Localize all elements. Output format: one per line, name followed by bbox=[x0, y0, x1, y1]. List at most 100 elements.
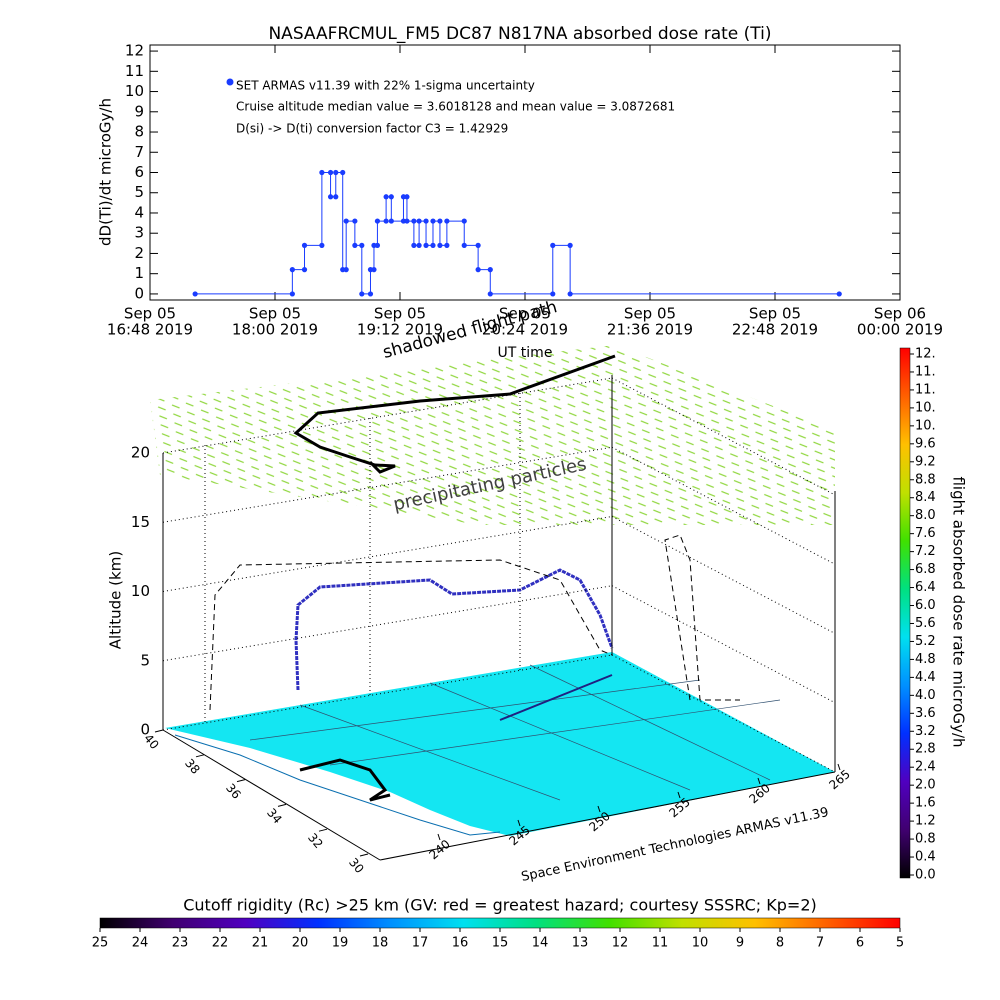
chart-title: NASAAFRCMUL_FM5 DC87 N817NA absorbed dos… bbox=[268, 24, 771, 44]
colorbar-tick-label: 1.2 bbox=[915, 814, 936, 829]
lat-tick-label: 32 bbox=[305, 831, 326, 852]
cutoff-tick-label: 19 bbox=[332, 936, 349, 951]
lat-tick bbox=[236, 779, 246, 783]
data-point bbox=[359, 291, 365, 297]
data-point bbox=[333, 194, 339, 200]
z-tick-label: 10 bbox=[131, 582, 150, 600]
cutoff-tick-label: 15 bbox=[492, 936, 509, 951]
z-tick-label: 0 bbox=[140, 721, 150, 739]
colorbar-tick-label: 7.6 bbox=[915, 526, 936, 541]
data-point bbox=[411, 218, 417, 224]
cutoff-tick-label: 5 bbox=[896, 936, 904, 951]
data-point bbox=[461, 242, 467, 248]
colorbar-tick-label: 10. bbox=[915, 400, 936, 415]
cutoff-tick-label: 12 bbox=[612, 936, 629, 951]
colorbar-tick-label: 6.4 bbox=[915, 580, 936, 595]
y-tick-label: 11 bbox=[125, 62, 144, 80]
cutoff-tick-label: 7 bbox=[816, 936, 824, 951]
y-tick-label: 3 bbox=[134, 224, 144, 242]
y-tick-label: 12 bbox=[125, 42, 144, 60]
colorbar-tick-label: 8.0 bbox=[915, 508, 936, 523]
data-point bbox=[388, 218, 394, 224]
data-point bbox=[289, 291, 295, 297]
grid-line bbox=[162, 516, 613, 592]
lon-tick-label: 240 bbox=[426, 837, 453, 862]
data-point bbox=[301, 267, 308, 273]
cutoff-tick-label: 13 bbox=[572, 936, 589, 951]
x-tick-label: Sep 05 bbox=[249, 305, 301, 323]
cutoff-tick-label: 11 bbox=[652, 936, 669, 951]
data-point bbox=[437, 218, 443, 224]
y-axis-label: dD(Ti)/dt microGy/h bbox=[97, 98, 115, 246]
data-point bbox=[416, 218, 422, 224]
data-point bbox=[836, 291, 842, 297]
grid-line bbox=[162, 585, 613, 662]
x-tick-label: 21:36 2019 bbox=[607, 321, 693, 339]
data-point bbox=[444, 242, 450, 248]
colorbar-tick-label: 3.6 bbox=[915, 706, 936, 721]
colorbar-tick-label: 4.4 bbox=[915, 670, 936, 685]
cutoff-tick-label: 25 bbox=[92, 936, 109, 951]
data-point bbox=[371, 267, 377, 273]
z-axis-label: Altitude (km) bbox=[107, 551, 125, 649]
data-point bbox=[487, 291, 493, 297]
flight-path-shadow bbox=[664, 534, 740, 701]
z-tick-label: 5 bbox=[140, 651, 150, 669]
y-tick-label: 1 bbox=[134, 264, 144, 282]
colorbar-tick-label: 0.8 bbox=[915, 832, 936, 847]
lat-tick-label: 38 bbox=[182, 756, 203, 777]
data-point bbox=[430, 242, 436, 248]
floor-path bbox=[499, 674, 613, 721]
data-point bbox=[343, 218, 349, 224]
x-tick-label: Sep 05 bbox=[749, 305, 801, 323]
data-point bbox=[388, 194, 394, 200]
lat-tick bbox=[195, 754, 205, 758]
colorbar-label: flight absorbed dose rate microGy/h bbox=[950, 476, 968, 747]
x-tick-label: 20:24 2019 bbox=[482, 321, 568, 339]
cutoff-tick-label: 10 bbox=[692, 936, 709, 951]
y-tick-label: 10 bbox=[125, 82, 144, 100]
flight-path-shadow bbox=[209, 559, 613, 711]
data-point bbox=[367, 291, 374, 297]
lon-tick bbox=[757, 777, 761, 785]
annotation: Cruise altitude median value = 3.6018128… bbox=[236, 100, 675, 114]
y-tick-label: 2 bbox=[134, 244, 144, 262]
colorbar-tick-label: 1.6 bbox=[915, 796, 936, 811]
lon-tick bbox=[597, 805, 601, 813]
data-point bbox=[475, 242, 481, 248]
cutoff-tick-label: 16 bbox=[452, 936, 469, 951]
data-point bbox=[192, 291, 198, 297]
cutoff-tick-label: 14 bbox=[532, 936, 549, 951]
x-tick-label: Sep 05 bbox=[374, 305, 426, 323]
colorbar-tick-label: 12. bbox=[915, 347, 936, 362]
cutoff-tick-label: 17 bbox=[412, 936, 429, 951]
lat-tick-label: 30 bbox=[346, 855, 367, 876]
x-tick-label: 19:12 2019 bbox=[357, 321, 443, 339]
data-point bbox=[567, 242, 573, 248]
data-point bbox=[340, 169, 346, 176]
data-point bbox=[423, 242, 429, 248]
legend-marker bbox=[226, 78, 234, 86]
data-point bbox=[374, 242, 381, 248]
x-tick-label: 00:00 2019 bbox=[857, 321, 943, 339]
cutoff-tick-label: 21 bbox=[252, 936, 269, 951]
lon-tick bbox=[437, 833, 441, 841]
x-tick-label: 16:48 2019 bbox=[107, 321, 193, 339]
cutoff-tick-label: 9 bbox=[736, 936, 744, 951]
colorbar-tick-label: 9.2 bbox=[915, 454, 936, 469]
data-point bbox=[333, 169, 339, 176]
x-tick-label: Sep 05 bbox=[624, 305, 676, 323]
x-tick-label: Sep 05 bbox=[499, 305, 551, 323]
colorbar-tick-label: 6.8 bbox=[915, 562, 936, 577]
z-tick-label: 20 bbox=[131, 444, 150, 462]
legend-label: SET ARMAS v11.39 with 22% 1-sigma uncert… bbox=[236, 79, 535, 93]
data-point bbox=[550, 291, 556, 297]
data-point bbox=[487, 267, 493, 273]
y-tick-label: 9 bbox=[134, 102, 144, 120]
x-axis-label: UT time bbox=[498, 345, 553, 361]
floor-lines bbox=[249, 664, 781, 801]
grid-line bbox=[611, 516, 836, 634]
annotation: D(si) -> D(ti) conversion factor C3 = 1.… bbox=[236, 122, 508, 136]
data-point bbox=[423, 218, 429, 224]
